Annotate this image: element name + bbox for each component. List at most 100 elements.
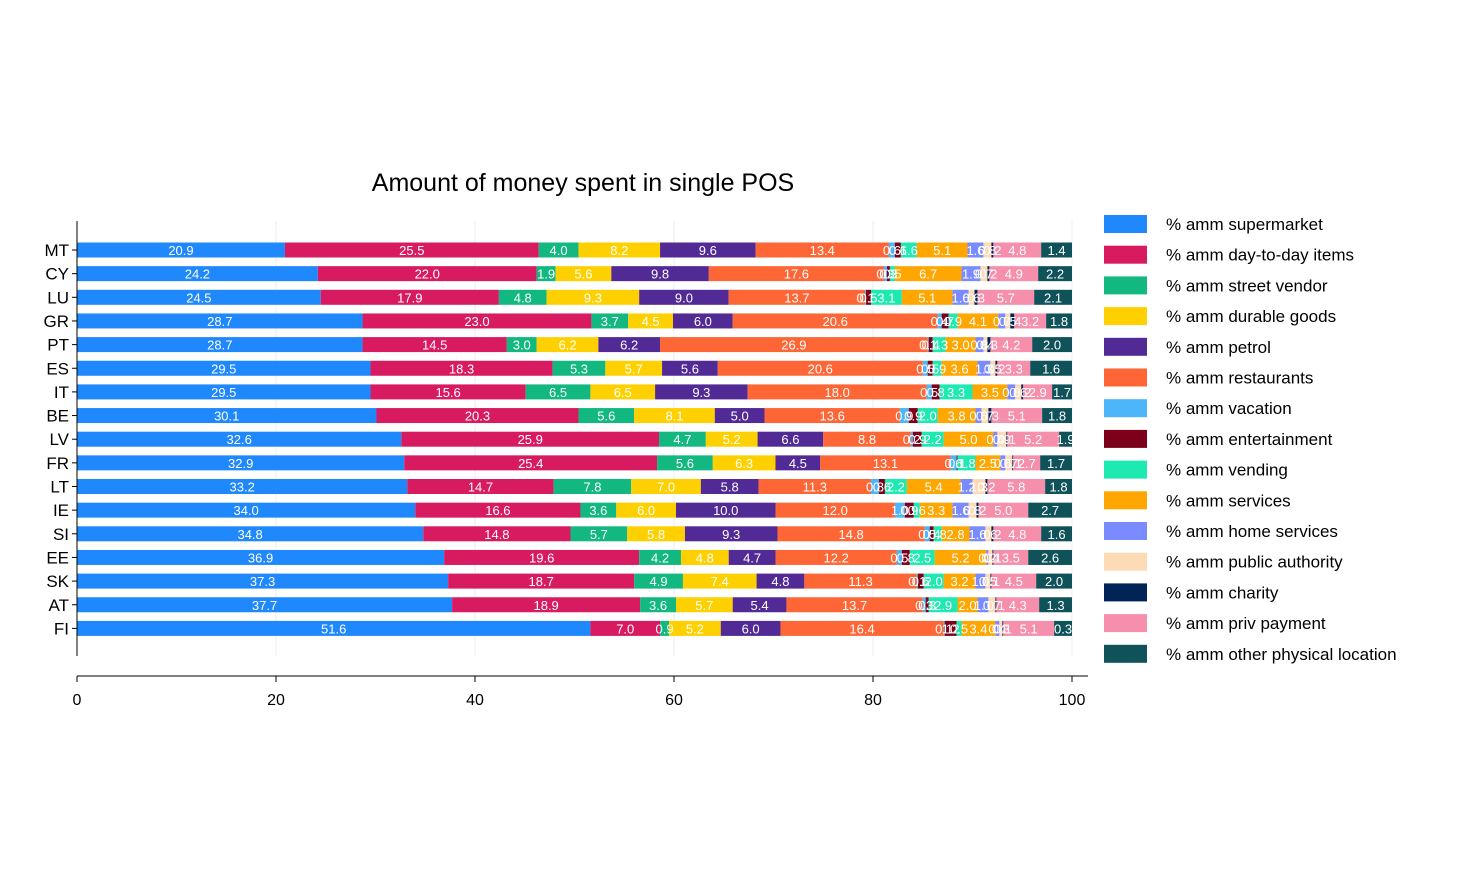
bar-segment [967, 242, 984, 258]
data-label: 5.6 [597, 409, 615, 424]
bar-segment [77, 266, 318, 282]
data-label: 3.6 [649, 598, 667, 613]
bar-segment [1046, 313, 1072, 329]
data-label: 20.9 [168, 243, 193, 258]
data-label: 0.1 [987, 598, 1005, 613]
bar-segment [904, 502, 914, 518]
bar-segment [948, 313, 958, 329]
bar-segment [77, 597, 453, 613]
data-label: 3.8 [948, 409, 966, 424]
legend-swatch [1104, 460, 1147, 479]
bar-segment [928, 337, 933, 353]
legend-label: % amm durable goods [1166, 307, 1336, 326]
bar-segment [1032, 337, 1072, 353]
bar-segment [77, 313, 363, 329]
data-label: 4.8 [1008, 243, 1026, 258]
data-label: 0.6 [962, 290, 980, 305]
y-category-label: LV [49, 430, 69, 449]
data-label: 0.4 [976, 338, 994, 353]
bar-segment [1007, 431, 1060, 447]
data-label: 37.7 [252, 598, 277, 613]
data-label: 10.0 [713, 503, 738, 518]
bar-segment [590, 384, 656, 400]
data-label: 0.7 [983, 598, 1001, 613]
bar-segment [77, 549, 445, 565]
bar-segment [775, 549, 897, 565]
bar-segment [925, 597, 929, 613]
bar-segment [983, 337, 988, 353]
data-label: 1.0 [891, 503, 909, 518]
bar-segment [444, 549, 640, 565]
bar-segment [555, 266, 612, 282]
bar-segment [957, 313, 999, 329]
data-label: 9.3 [692, 385, 710, 400]
bar-segment [1034, 289, 1072, 305]
bar-segment [77, 502, 416, 518]
data-label: 5.4 [751, 598, 769, 613]
data-label: 13.6 [820, 409, 845, 424]
data-label: 4.9 [650, 574, 668, 589]
bar-segment [660, 337, 928, 353]
bar-segment [985, 526, 992, 542]
bar-segment [894, 266, 962, 282]
y-category-label: LU [47, 288, 69, 307]
data-label: 9.3 [722, 527, 740, 542]
bar-segment [956, 455, 958, 471]
data-label: 2.6 [1041, 550, 1059, 565]
bar-segment [1000, 455, 1006, 471]
bar-segment [362, 313, 592, 329]
bar-segment [578, 408, 635, 424]
data-label: 3.3 [927, 503, 945, 518]
bar-segment [976, 502, 979, 518]
data-label: 16.6 [485, 503, 510, 518]
y-category-label: MT [44, 241, 69, 260]
bar-segment [917, 408, 938, 424]
bar-segment [506, 337, 537, 353]
bar-segment [657, 455, 713, 471]
bar-segment [717, 360, 923, 376]
bar-segment [1059, 431, 1072, 447]
data-label: 1.6 [968, 527, 986, 542]
bar-segment [997, 431, 1007, 447]
bar-segment [775, 455, 821, 471]
bar-segment [1039, 597, 1072, 613]
bar-segment [975, 408, 982, 424]
data-label: 5.6 [574, 267, 592, 282]
bar-segment [991, 526, 994, 542]
bar-segment [996, 597, 1040, 613]
bar-segment [77, 455, 405, 471]
bar-segment [1010, 313, 1015, 329]
bar-segment [922, 597, 926, 613]
bar-segment [675, 597, 733, 613]
data-label: 25.4 [518, 456, 543, 471]
data-label: 2.2 [924, 432, 942, 447]
data-label: 4.5 [642, 314, 660, 329]
bar-segment [1023, 384, 1053, 400]
data-label: 0.1 [919, 338, 937, 353]
bar-segment [77, 620, 591, 636]
data-label: 0.5 [890, 550, 908, 565]
bar-segment [77, 479, 408, 494]
bar-segment [598, 337, 661, 353]
y-category-label: FR [46, 454, 69, 473]
data-label: 3.2 [951, 574, 969, 589]
bar-segment [1052, 384, 1072, 400]
bar-segment [673, 313, 733, 329]
data-label: 3.6 [951, 361, 969, 376]
data-label: 3.5 [981, 385, 999, 400]
data-label: 4.9 [1005, 267, 1023, 282]
bar-segment [1041, 526, 1072, 542]
bar-segment [1014, 313, 1047, 329]
bar-segment [376, 408, 579, 424]
bar-segment [1015, 384, 1022, 400]
data-label: 0.5 [994, 456, 1012, 471]
y-category-label: SI [53, 525, 69, 544]
data-label: 0.9 [900, 503, 918, 518]
bar-segment [894, 242, 901, 258]
data-label: 6.6 [781, 432, 799, 447]
data-label: 37.3 [250, 574, 275, 589]
data-label: 0.7 [1000, 456, 1018, 471]
legend-label: % amm charity [1166, 583, 1279, 602]
data-label: 5.2 [1024, 432, 1042, 447]
data-label: 1.8 [1050, 314, 1068, 329]
